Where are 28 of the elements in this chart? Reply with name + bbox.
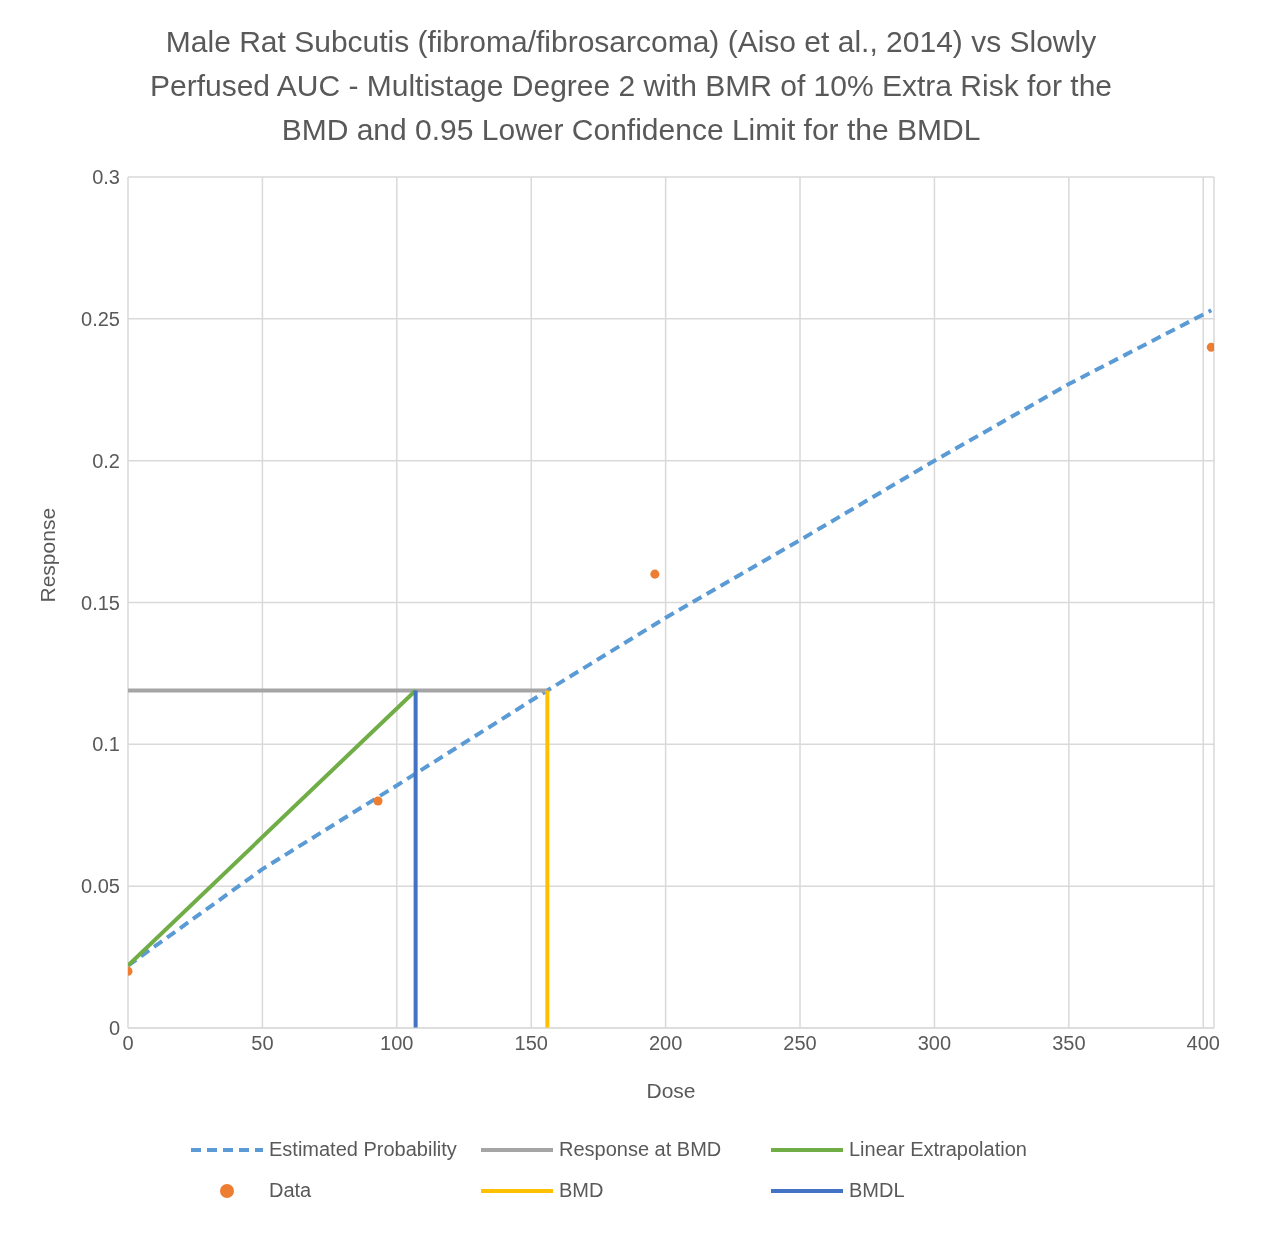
x-tick-label: 300 bbox=[917, 1032, 952, 1055]
y-axis-title: Response bbox=[36, 507, 60, 603]
point bbox=[650, 569, 660, 579]
y-tick-label: 0.3 bbox=[92, 166, 120, 189]
y-tick-label: 0.25 bbox=[81, 307, 120, 330]
x-axis-title: Dose bbox=[646, 1079, 696, 1102]
point bbox=[373, 796, 383, 806]
y-tick-label: 0.15 bbox=[81, 591, 120, 614]
y-tick-label: 0.05 bbox=[81, 875, 120, 898]
y-tick-label: 0.1 bbox=[92, 733, 120, 756]
x-tick-label: 100 bbox=[380, 1032, 414, 1055]
legend-label: BMD bbox=[559, 1179, 604, 1202]
legend-label: Data bbox=[269, 1179, 312, 1202]
legend-label: Response at BMD bbox=[559, 1138, 722, 1161]
legend-label: BMDL bbox=[849, 1179, 905, 1202]
legend-label: Estimated Probability bbox=[269, 1138, 457, 1161]
chart-title: Male Rat Subcutis (fibroma/fibrosarcoma) (Aiso et al., 2014) vs Slowly Perfused AUC - Multistage Degree 2 with BMR of 10% Extra Risk for the BMD and 0.95 Lower Confidence Limit for the BMDL bbox=[148, 24, 1114, 148]
y-tick-label: 0 bbox=[108, 1017, 120, 1040]
y-tick-label: 0.2 bbox=[92, 449, 120, 472]
legend-label: Linear Extrapolation bbox=[849, 1138, 1027, 1161]
x-tick-label: 150 bbox=[514, 1032, 548, 1055]
x-tick-label: 400 bbox=[1186, 1032, 1220, 1055]
x-tick-label: 250 bbox=[783, 1032, 817, 1055]
x-tick-label: 0 bbox=[122, 1032, 134, 1055]
x-tick-label: 350 bbox=[1052, 1032, 1086, 1055]
x-tick-label: 200 bbox=[648, 1032, 683, 1055]
point bbox=[1206, 342, 1214, 352]
x-tick-label: 50 bbox=[251, 1032, 274, 1055]
